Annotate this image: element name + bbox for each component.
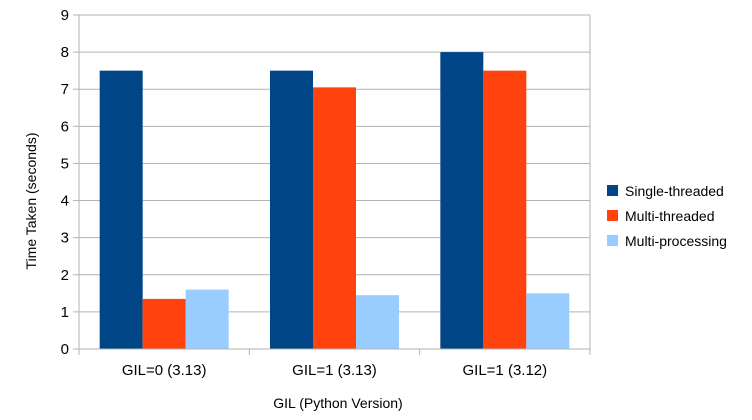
y-tick-label: 2	[61, 267, 69, 284]
y-tick-label: 5	[61, 155, 69, 172]
x-tick-label: GIL=0 (3.13)	[122, 362, 207, 379]
y-tick-labels: 0 1 2 3 4 5 6 7 8 9	[61, 7, 69, 358]
bar-multi-processing	[185, 289, 229, 349]
bar-single-threaded	[440, 52, 484, 349]
y-tick-label: 3	[61, 230, 69, 247]
legend-swatch-multi-threaded	[607, 210, 618, 221]
bars	[99, 52, 570, 350]
y-axis-title: Time Taken (seconds)	[23, 133, 39, 270]
bar-multi-processing	[526, 293, 570, 349]
legend-label-multi-processing: Multi-processing	[625, 233, 727, 249]
legend-swatch-single-threaded	[607, 185, 618, 196]
y-tick-label: 8	[61, 44, 69, 61]
bar-multi-threaded	[483, 70, 527, 350]
x-axis-title: GIL (Python Version)	[273, 395, 402, 411]
x-tick-label: GIL=1 (3.13)	[292, 362, 377, 379]
y-tick-label: 7	[61, 81, 69, 98]
y-tick-label: 6	[61, 118, 69, 135]
y-tick-label: 9	[61, 7, 69, 24]
bar-multi-processing	[356, 295, 399, 349]
bar-single-threaded	[270, 70, 313, 350]
legend: Single-threaded Multi-threaded Multi-proce…	[607, 183, 727, 249]
y-tick-label: 1	[61, 304, 69, 321]
bar-multi-threaded	[313, 87, 356, 349]
axes	[78, 15, 591, 355]
x-tick-labels: GIL=0 (3.13) GIL=1 (3.13) GIL=1 (3.12)	[122, 362, 547, 379]
legend-label-multi-threaded: Multi-threaded	[625, 208, 715, 224]
x-tick-label: GIL=1 (3.12)	[463, 362, 548, 379]
bar-multi-threaded	[142, 298, 186, 349]
legend-swatch-multi-processing	[607, 235, 618, 246]
legend-label-single-threaded: Single-threaded	[625, 183, 724, 199]
y-tick-label: 0	[61, 341, 69, 358]
y-tick-label: 4	[61, 193, 69, 210]
bar-single-threaded	[99, 70, 143, 350]
